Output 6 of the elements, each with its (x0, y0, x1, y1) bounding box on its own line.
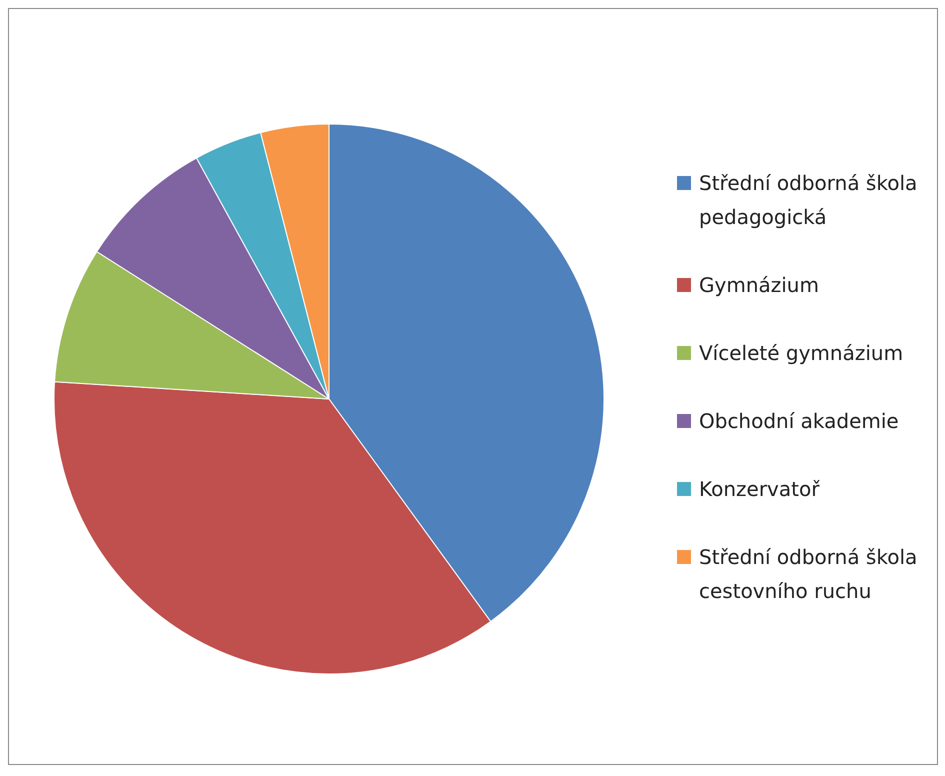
legend-label: Konzervatoř (699, 476, 820, 502)
legend-label: Střední odborná škola cestovního ruchu (699, 544, 918, 604)
legend-label: Víceleté gymnázium (699, 340, 904, 366)
legend-label: Střední odborná škola pedagogická (699, 170, 918, 230)
legend-label: Gymnázium (699, 272, 819, 298)
legend-label: Obchodní akademie (699, 408, 899, 434)
